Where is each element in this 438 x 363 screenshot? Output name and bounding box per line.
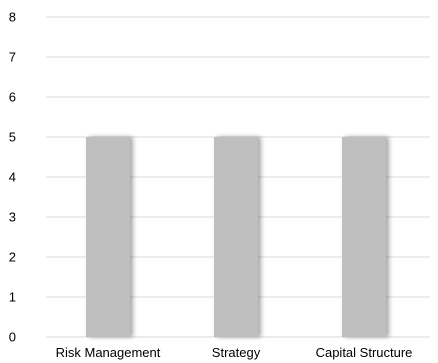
x-category-label: Strategy: [212, 345, 261, 360]
x-category-label: Capital Structure: [316, 345, 413, 360]
y-tick-label: 2: [9, 250, 16, 265]
y-tick-label: 1: [9, 290, 16, 305]
y-tick-label: 5: [9, 130, 16, 145]
bar-risk-management: [86, 137, 130, 337]
y-tick-label: 7: [9, 50, 16, 65]
y-tick-label: 8: [9, 10, 16, 25]
x-axis-category-labels: Risk Management Strategy Capital Structure: [56, 345, 413, 360]
y-axis-tick-labels: 0 1 2 3 4 5 6 7 8: [9, 10, 16, 345]
x-category-label: Risk Management: [56, 345, 161, 360]
bar-strategy: [214, 137, 258, 337]
y-tick-label: 3: [9, 210, 16, 225]
bar-capital-structure: [342, 137, 386, 337]
y-tick-label: 6: [9, 90, 16, 105]
bars: [86, 137, 386, 337]
y-tick-label: 4: [9, 170, 16, 185]
y-tick-label: 0: [9, 330, 16, 345]
